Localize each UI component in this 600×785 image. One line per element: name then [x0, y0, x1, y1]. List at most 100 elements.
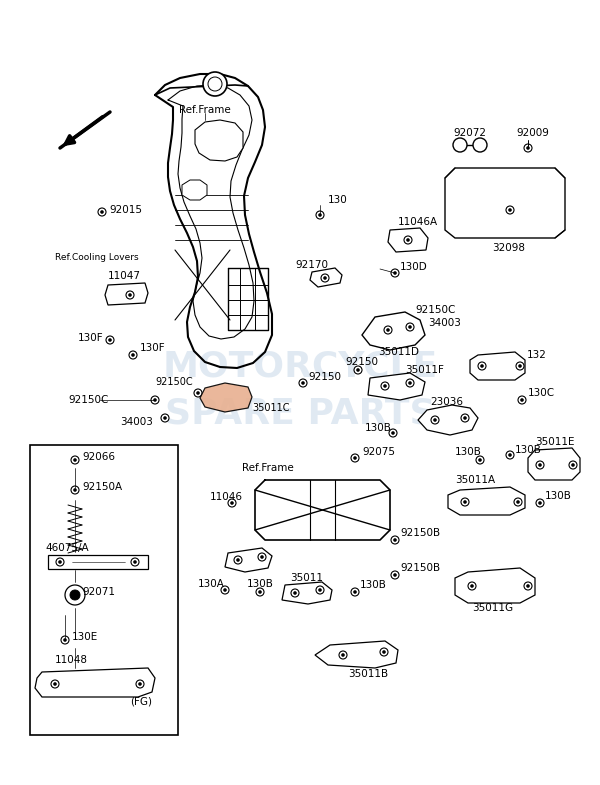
Circle shape: [538, 463, 542, 467]
Circle shape: [514, 498, 522, 506]
Circle shape: [404, 236, 412, 244]
Polygon shape: [418, 405, 478, 435]
Circle shape: [316, 211, 324, 219]
Circle shape: [61, 636, 69, 644]
Circle shape: [323, 276, 327, 279]
Circle shape: [383, 384, 387, 388]
Polygon shape: [445, 168, 565, 238]
Text: 11048: 11048: [55, 655, 88, 665]
Circle shape: [353, 456, 357, 460]
Text: 92150C: 92150C: [155, 377, 193, 387]
Circle shape: [128, 294, 132, 297]
Circle shape: [293, 591, 297, 595]
Text: 32098: 32098: [492, 243, 525, 253]
Circle shape: [382, 650, 386, 654]
Polygon shape: [455, 568, 535, 603]
Text: 130B: 130B: [247, 579, 274, 589]
Text: 130: 130: [328, 195, 348, 205]
Circle shape: [151, 396, 159, 404]
Text: 130C: 130C: [528, 388, 555, 398]
Text: 130F: 130F: [78, 333, 104, 343]
Text: Ref.Frame: Ref.Frame: [179, 105, 231, 115]
Polygon shape: [528, 448, 580, 480]
Text: 130A: 130A: [198, 579, 225, 589]
Circle shape: [63, 638, 67, 642]
Circle shape: [70, 590, 80, 600]
Polygon shape: [315, 641, 398, 668]
Circle shape: [516, 362, 524, 370]
Polygon shape: [195, 120, 243, 161]
Polygon shape: [310, 268, 342, 287]
Circle shape: [136, 680, 144, 688]
Text: 35011A: 35011A: [455, 475, 495, 485]
Text: 92150B: 92150B: [400, 563, 440, 573]
Circle shape: [571, 463, 575, 467]
Text: 130F: 130F: [140, 343, 166, 353]
Circle shape: [536, 499, 544, 507]
Text: 92009: 92009: [516, 128, 549, 138]
Text: 92150: 92150: [345, 357, 378, 367]
Circle shape: [476, 456, 484, 464]
Circle shape: [53, 682, 57, 686]
Polygon shape: [470, 352, 525, 380]
Text: 35011F: 35011F: [405, 365, 444, 375]
Circle shape: [453, 138, 467, 152]
Text: 92066: 92066: [82, 452, 115, 462]
Circle shape: [461, 498, 469, 506]
Polygon shape: [448, 487, 525, 515]
Text: 92150A: 92150A: [82, 482, 122, 492]
Circle shape: [126, 291, 134, 299]
Circle shape: [391, 431, 395, 435]
Circle shape: [71, 486, 79, 494]
Circle shape: [463, 500, 467, 504]
Circle shape: [393, 573, 397, 577]
Circle shape: [380, 648, 388, 656]
Circle shape: [208, 77, 222, 91]
Circle shape: [393, 539, 397, 542]
Circle shape: [506, 206, 514, 214]
Polygon shape: [368, 373, 425, 400]
Circle shape: [153, 398, 157, 402]
Polygon shape: [182, 180, 207, 200]
Circle shape: [256, 588, 264, 596]
Circle shape: [569, 461, 577, 469]
Circle shape: [393, 271, 397, 275]
Circle shape: [389, 429, 397, 437]
Text: 130D: 130D: [400, 262, 428, 272]
Circle shape: [228, 499, 236, 507]
Polygon shape: [362, 312, 425, 350]
Circle shape: [508, 453, 512, 457]
Text: 92071: 92071: [82, 587, 115, 597]
Circle shape: [520, 398, 524, 402]
Circle shape: [468, 582, 476, 590]
Text: 35011E: 35011E: [535, 437, 575, 447]
Circle shape: [408, 325, 412, 329]
Text: MOTORCYCLE
SPARE PARTS: MOTORCYCLE SPARE PARTS: [163, 349, 437, 431]
Text: 92150: 92150: [308, 372, 341, 382]
Circle shape: [316, 586, 324, 594]
Text: 92150C: 92150C: [68, 395, 109, 405]
Polygon shape: [35, 668, 155, 697]
Circle shape: [524, 582, 532, 590]
Circle shape: [473, 138, 487, 152]
Circle shape: [354, 366, 362, 374]
Circle shape: [108, 338, 112, 341]
Polygon shape: [105, 283, 148, 305]
Circle shape: [478, 458, 482, 462]
Polygon shape: [388, 228, 428, 252]
Circle shape: [351, 588, 359, 596]
Text: 46075/A: 46075/A: [45, 543, 89, 553]
Circle shape: [100, 210, 104, 214]
Circle shape: [133, 560, 137, 564]
Text: 35011G: 35011G: [472, 603, 513, 613]
Circle shape: [341, 653, 345, 657]
Circle shape: [51, 680, 59, 688]
Circle shape: [406, 323, 414, 331]
Circle shape: [301, 382, 305, 385]
Text: 130B: 130B: [455, 447, 482, 457]
Circle shape: [258, 553, 266, 561]
Circle shape: [129, 351, 137, 359]
Circle shape: [194, 389, 202, 397]
Circle shape: [518, 364, 522, 368]
Text: 92150C: 92150C: [415, 305, 455, 315]
